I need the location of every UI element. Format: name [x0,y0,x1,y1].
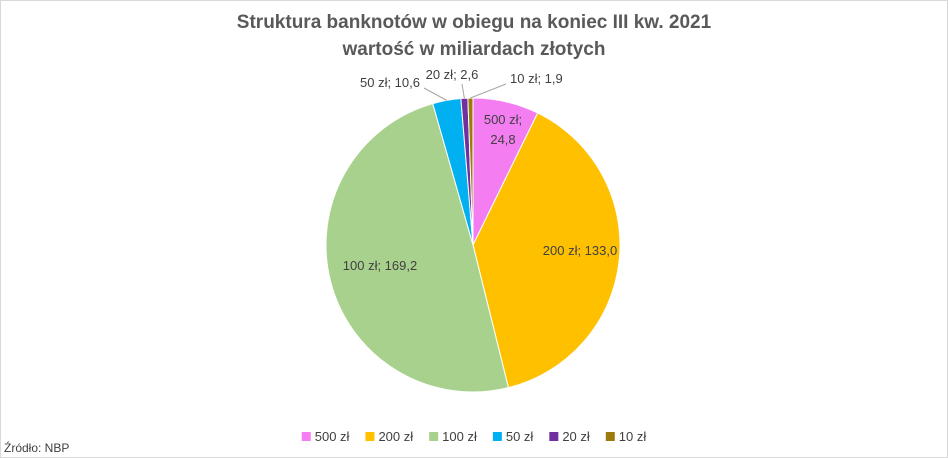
pie-slice [467,97,474,246]
data-label: 50 zł; 10,6 [360,75,420,90]
legend-label: 10 zł [619,429,647,444]
data-label: 100 zł; 169,2 [343,258,417,273]
legend-swatch [429,432,439,441]
legend-label: 50 zł [506,429,534,444]
legend-label: 200 zł [378,429,413,444]
chart-title: Struktura banknotów w obiegu na koniec I… [237,12,712,33]
legend-swatch [492,432,502,441]
pie-slice [472,112,621,389]
leader-line [423,87,447,101]
source-note: Źródło: NBP [4,440,69,455]
leader-line [461,83,465,99]
data-label: 20 zł; 2,6 [426,67,479,82]
data-label: 200 zł; 133,0 [543,243,617,258]
legend-label: 20 zł [562,429,590,444]
pie-slice [325,102,510,393]
legend-swatch [605,432,615,441]
data-label: 500 zł; 24,8 [484,112,522,147]
legend-swatch [549,432,559,441]
legend-swatch [365,432,375,441]
legend-label: 100 zł [442,429,477,444]
legend: 500 zł 200 zł 100 zł 50 zł 20 zł 10 zł [301,429,647,444]
chart-subtitle: wartość w miliardach złotych [342,39,606,60]
legend-swatch [301,432,311,441]
leader-line [470,83,507,99]
data-label: 10 zł; 1,9 [510,71,563,86]
legend-label: 500 zł [315,429,350,444]
